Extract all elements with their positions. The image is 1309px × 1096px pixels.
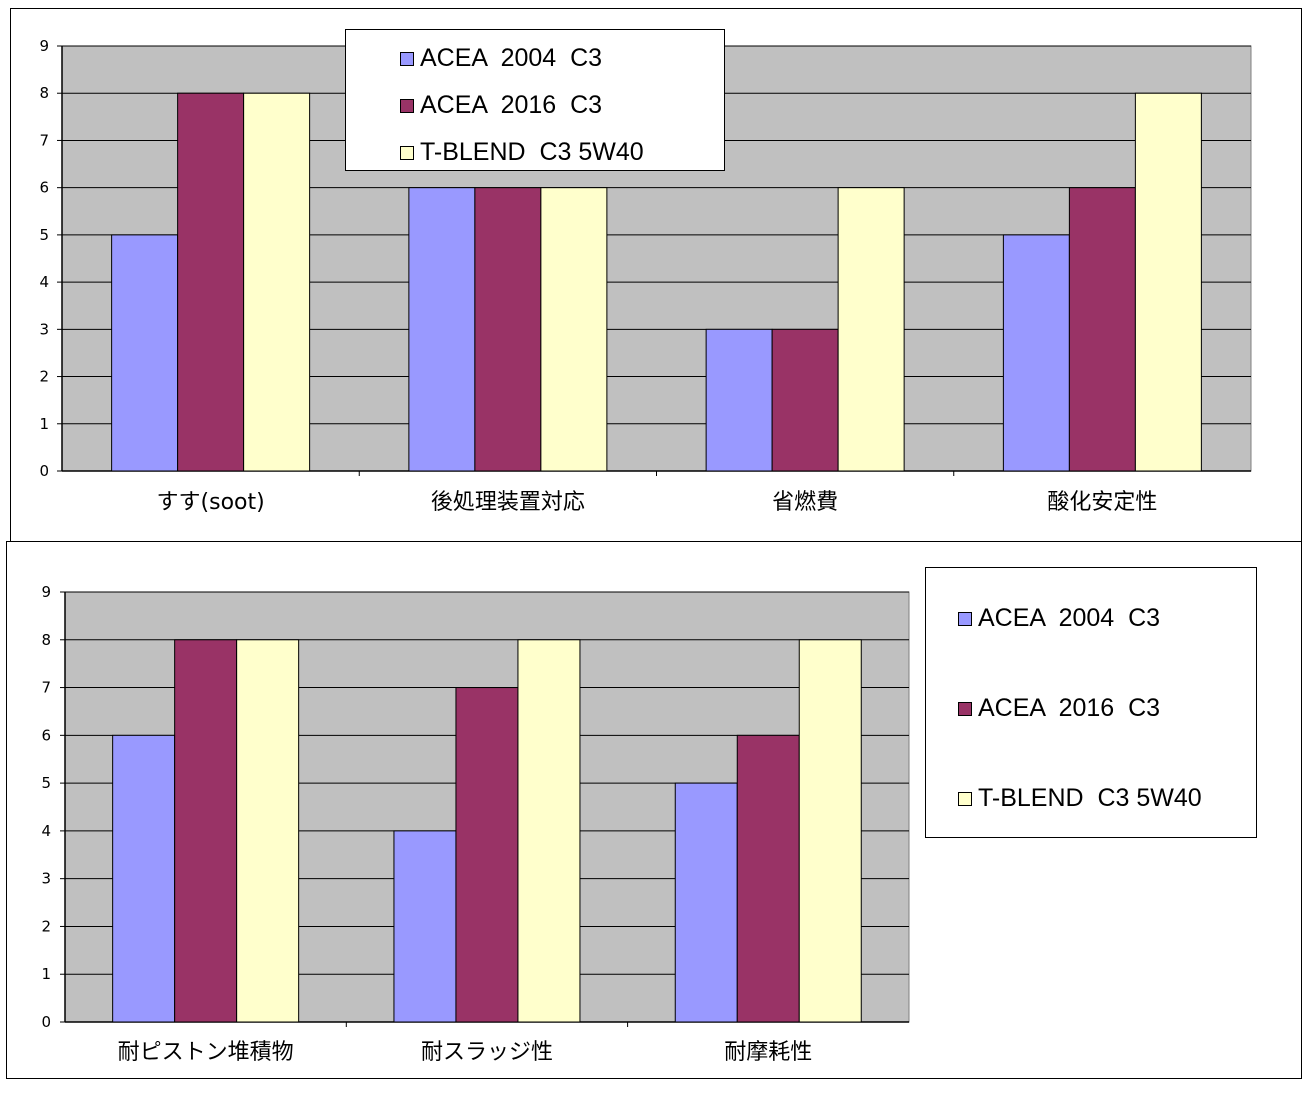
legend-label: ACEA 2004 C3 xyxy=(978,604,1161,632)
bar-series-2-1 xyxy=(174,639,238,1023)
bar-series-1-3 xyxy=(705,328,773,472)
x-category-label: 耐スラッジ性 xyxy=(421,1040,553,1065)
x-category-label: すす(soot) xyxy=(157,490,265,515)
bar-series-3-2 xyxy=(540,187,608,472)
x-category-label: 省燃費 xyxy=(772,490,838,515)
legend-label: T-BLEND C3 5W40 xyxy=(978,784,1202,812)
bar-series-2-4 xyxy=(1068,187,1136,472)
y-tick-label: 9 xyxy=(41,583,51,601)
legend-label: ACEA 2016 C3 xyxy=(420,91,603,119)
bar-series-1-2 xyxy=(408,187,476,472)
chart-panel-bottom: 0 1 2 3 4 5 6 7 8 9 耐ピストン堆積物 耐スラッジ性 耐摩耗性 ACEA 2004 C… xyxy=(6,541,1302,1079)
y-tick-label: 4 xyxy=(39,273,49,291)
bar-series-2-3 xyxy=(736,734,800,1023)
y-tick-label: 8 xyxy=(41,631,51,649)
chart-svg-bottom: 0 1 2 3 4 5 6 7 8 9 耐ピストン堆積物 耐スラッジ性 耐摩耗性 xyxy=(41,583,910,1065)
bar-series-3-3 xyxy=(837,187,905,472)
bar-series-2-2 xyxy=(474,187,542,472)
legend-item-2: ACEA 2016 C3 xyxy=(400,91,602,120)
y-tick-label: 6 xyxy=(41,726,51,744)
legend-top: ACEA 2004 C3 ACEA 2016 C3 T-BLEND C3 5W40 xyxy=(345,29,725,171)
y-tick-label: 2 xyxy=(39,368,49,386)
legend-label: ACEA 2016 C3 xyxy=(978,694,1161,722)
legend-item-3: T-BLEND C3 5W40 xyxy=(958,784,1202,813)
bar-series-3-4 xyxy=(1134,92,1202,472)
y-tick-label: 1 xyxy=(39,415,49,433)
y-tick-label: 0 xyxy=(39,462,49,480)
legend-label: T-BLEND C3 5W40 xyxy=(420,138,644,166)
chart-panel-top: 0 1 2 3 4 5 6 7 8 9 すす(soot) 後処理装置対応 省燃費 酸化安定性 ACEA 2… xyxy=(10,8,1302,543)
bar-series-3-1 xyxy=(236,639,300,1023)
bar-series-2-3 xyxy=(771,328,839,472)
bar-series-3-3 xyxy=(798,639,862,1023)
bar-series-3-2 xyxy=(517,639,581,1023)
x-category-label: 耐摩耗性 xyxy=(724,1040,812,1065)
y-tick-label: 3 xyxy=(39,320,49,338)
legend-item-1: ACEA 2004 C3 xyxy=(958,604,1160,633)
legend-swatch xyxy=(400,98,414,113)
legend-label: ACEA 2004 C3 xyxy=(420,44,603,72)
bar-series-1-1 xyxy=(112,734,176,1023)
bar-series-1-4 xyxy=(1002,234,1070,472)
y-tick-label: 7 xyxy=(41,679,51,697)
bar-series-1-1 xyxy=(111,234,179,472)
x-category-label: 耐ピストン堆積物 xyxy=(118,1040,294,1065)
legend-swatch xyxy=(958,701,972,716)
y-tick-label: 8 xyxy=(39,84,49,102)
y-tick-label: 6 xyxy=(39,179,49,197)
legend-item-3: T-BLEND C3 5W40 xyxy=(400,138,644,167)
y-tick-label: 9 xyxy=(39,37,49,55)
y-tick-label: 0 xyxy=(41,1013,51,1031)
bar-series-3-1 xyxy=(243,92,311,472)
y-tick-label: 1 xyxy=(41,965,51,983)
y-tick-label: 7 xyxy=(39,131,49,149)
legend-swatch xyxy=(958,611,972,626)
x-category-label: 後処理装置対応 xyxy=(431,490,585,515)
bar-series-2-1 xyxy=(177,92,245,472)
y-tick-label: 5 xyxy=(41,774,51,792)
legend-item-1: ACEA 2004 C3 xyxy=(400,44,602,73)
y-tick-label: 4 xyxy=(41,822,51,840)
legend-swatch xyxy=(400,145,414,160)
x-category-label: 酸化安定性 xyxy=(1047,490,1157,515)
y-tick-label: 5 xyxy=(39,226,49,244)
legend-bottom: ACEA 2004 C3 ACEA 2016 C3 T-BLEND C3 5W40 xyxy=(925,567,1257,838)
y-tick-label: 3 xyxy=(41,870,51,888)
bar-series-1-2 xyxy=(393,830,457,1023)
bar-series-1-3 xyxy=(674,782,738,1023)
bar-series-2-2 xyxy=(455,687,519,1023)
y-tick-label: 2 xyxy=(41,917,51,935)
legend-swatch xyxy=(400,51,414,66)
legend-item-2: ACEA 2016 C3 xyxy=(958,694,1160,723)
legend-swatch xyxy=(958,791,972,806)
